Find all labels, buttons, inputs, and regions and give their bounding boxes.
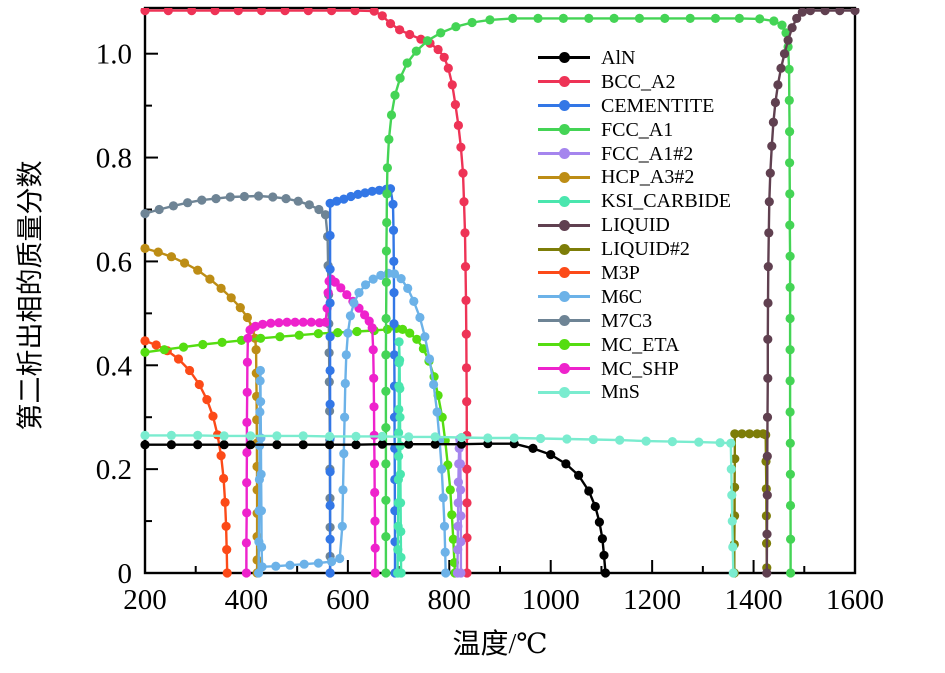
y-tick-label: 0.4 <box>96 350 133 382</box>
legend-label: FCC_A1 <box>601 118 674 141</box>
series-AlN <box>140 439 611 578</box>
series-FCC_A1 <box>381 13 796 578</box>
series-HCP_A3#2 <box>140 243 262 578</box>
legend-label: BCC_A2 <box>601 70 676 93</box>
legend-label: FCC_A1#2 <box>601 142 694 165</box>
y-tick-label: 0.8 <box>96 143 132 175</box>
legend-label: M7C3 <box>601 309 653 332</box>
legend-swatch-icon <box>538 171 590 183</box>
series-MC_ETA <box>140 323 460 578</box>
legend-swatch-icon <box>538 219 590 231</box>
legend-item-MC_ETA: MC_ETA <box>538 333 731 357</box>
legend-item-FCC_A1#2: FCC_A1#2 <box>538 142 731 166</box>
legend-label: MC_SHP <box>601 357 679 380</box>
y-tick-label: 1.0 <box>96 39 132 71</box>
x-tick-labels: 200 400 600 800 1000 1200 1400 1600 <box>123 584 884 616</box>
legend-label: LIQUID <box>601 214 670 237</box>
legend-item-KSI_CARBIDE: KSI_CARBIDE <box>538 189 731 213</box>
legend-item-LIQUID: LIQUID <box>538 213 731 237</box>
y-tick-labels: 0 0.2 0.4 0.6 0.8 1.0 <box>96 39 133 590</box>
x-tick-label: 1200 <box>623 584 681 616</box>
y-tick-label: 0.6 <box>96 246 132 278</box>
series-BCC_A2 <box>140 8 472 578</box>
series-M3P <box>140 336 232 578</box>
legend-swatch-icon <box>538 52 590 64</box>
legend-item-FCC_A1: FCC_A1 <box>538 118 731 142</box>
legend-item-MC_SHP: MC_SHP <box>538 357 731 381</box>
legend-item-AlN: AlN <box>538 46 731 70</box>
legend-swatch-icon <box>538 291 590 303</box>
legend-label: AlN <box>601 46 636 69</box>
series-M7C3 <box>140 191 335 578</box>
legend-swatch-icon <box>538 76 590 88</box>
plot-border <box>143 6 857 575</box>
x-tick-label: 1600 <box>826 584 884 616</box>
legend-label: M6C <box>601 285 643 308</box>
legend-swatch-icon <box>538 243 590 255</box>
x-tick-label: 200 <box>123 584 167 616</box>
legend-label: LIQUID#2 <box>601 238 690 261</box>
legend-item-HCP_A3#2: HCP_A3#2 <box>538 165 731 189</box>
legend-swatch-icon <box>538 363 590 375</box>
legend-swatch-icon <box>538 339 590 351</box>
legend-swatch-icon <box>538 267 590 279</box>
series-MnS <box>140 430 738 578</box>
legend-item-M3P: M3P <box>538 261 731 285</box>
y-axis-title: 第二析出相的质量分数 <box>15 160 46 431</box>
axis-ticks <box>144 52 856 574</box>
x-tick-label: 800 <box>428 584 472 616</box>
x-tick-label: 600 <box>326 584 370 616</box>
legend-swatch-icon <box>538 386 590 398</box>
series-CEMENTITE <box>325 184 400 578</box>
legend-item-MnS: MnS <box>538 380 731 404</box>
legend-swatch-icon <box>538 195 590 207</box>
y-tick-label: 0.2 <box>96 454 132 486</box>
legend-swatch-icon <box>538 148 590 160</box>
x-axis-title: 温度/℃ <box>452 629 548 660</box>
series-LIQUID#2 <box>729 429 772 578</box>
legend-label: M3P <box>601 261 640 284</box>
legend-swatch-icon <box>538 315 590 327</box>
legend-label: HCP_A3#2 <box>601 166 695 189</box>
x-tick-label: 1400 <box>725 584 783 616</box>
series-layer <box>140 8 860 578</box>
legend-item-CEMENTITE: CEMENTITE <box>538 94 731 118</box>
series-LIQUID <box>762 8 860 578</box>
legend-item-M6C: M6C <box>538 285 731 309</box>
legend-label: CEMENTITE <box>601 94 715 117</box>
x-tick-label: 1000 <box>522 584 580 616</box>
legend: AlN BCC_A2 CEMENTITE FCC_A1 FCC_A1#2 HCP_A3#2… <box>538 46 731 404</box>
legend-label: KSI_CARBIDE <box>601 190 732 213</box>
series-M6C <box>254 268 451 578</box>
legend-label: MnS <box>601 381 640 404</box>
legend-item-LIQUID#2: LIQUID#2 <box>538 237 731 261</box>
legend-item-BCC_A2: BCC_A2 <box>538 70 731 94</box>
legend-label: MC_ETA <box>601 333 680 356</box>
legend-item-M7C3: M7C3 <box>538 309 731 333</box>
x-tick-label: 400 <box>225 584 269 616</box>
y-tick-label: 0 <box>118 558 133 590</box>
legend-swatch-icon <box>538 100 590 112</box>
legend-swatch-icon <box>538 124 590 136</box>
